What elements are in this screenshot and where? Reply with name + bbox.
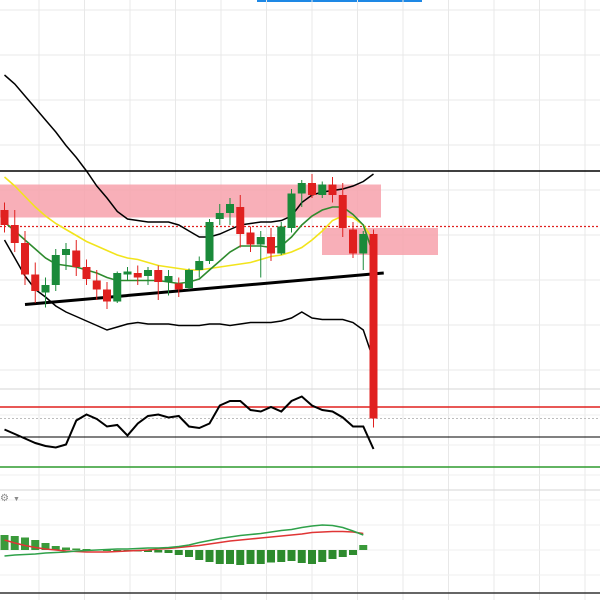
rsi-line (4, 395, 375, 450)
candle-body (31, 274, 40, 291)
candle-body (51, 255, 60, 285)
gear-icon[interactable]: ⚙ (0, 493, 9, 504)
candle-body (205, 222, 214, 261)
macd-histogram-bar (349, 550, 357, 555)
macd-histogram-bar (144, 550, 152, 552)
macd-histogram-bar (31, 540, 40, 550)
signal-line (4, 530, 364, 553)
macd-histogram-bar (359, 545, 368, 550)
candle-body (21, 243, 29, 275)
macd-histogram-bar (195, 550, 204, 560)
candle-body (246, 232, 255, 245)
candle-body (154, 270, 163, 282)
candle-body (215, 213, 224, 219)
candle-body (308, 183, 316, 195)
macd-histogram-bar (338, 550, 347, 557)
candle-body (277, 226, 286, 254)
candle-body (267, 237, 275, 254)
macd-histogram-bar (41, 543, 50, 550)
macd-histogram-bar (267, 550, 275, 563)
macd-histogram-bar (21, 537, 29, 550)
macd-histogram-bar (62, 547, 70, 550)
candle-body (226, 204, 234, 213)
candle-body (195, 261, 204, 270)
macd-histogram-bar (0, 535, 9, 550)
candle-body (297, 183, 306, 194)
candle-body (287, 193, 296, 228)
candle-body (369, 234, 378, 419)
candle-body (62, 249, 70, 255)
macd-histogram-bar (297, 550, 306, 563)
candle-body (328, 184, 337, 195)
support-trendline (24, 271, 384, 306)
candle-body (103, 289, 111, 302)
macd-histogram-bar (236, 550, 245, 565)
macd-histogram-bar (277, 550, 286, 562)
macd-histogram-bar (164, 550, 173, 553)
macd-histogram-bar (103, 550, 111, 551)
macd-line (4, 524, 364, 557)
macd-histogram-bar (82, 549, 91, 550)
candle-body (92, 280, 101, 290)
candle-body (236, 207, 245, 234)
candle-body (256, 237, 265, 245)
candle-body (338, 195, 347, 228)
macd-histogram-bar (113, 550, 122, 551)
candle-body (113, 273, 122, 302)
candle-body (82, 267, 91, 279)
candle-body (41, 285, 50, 293)
macd-histogram-bar (226, 550, 234, 564)
macd-histogram-bar (318, 550, 327, 562)
macd-histogram-bar (185, 550, 193, 557)
macd-histogram-bar (72, 548, 81, 550)
macd-histogram-bar (174, 550, 183, 555)
resistance-zone-2 (322, 228, 438, 255)
lower-band-line (3, 239, 375, 361)
macd-histogram-bar (256, 550, 265, 564)
candle-body (133, 273, 142, 278)
candle-body (164, 276, 173, 282)
candle-body (0, 210, 9, 225)
candle-body (185, 270, 193, 288)
candle-body (144, 270, 152, 276)
macd-histogram-bar (287, 550, 296, 561)
candle-body (349, 229, 357, 254)
macd-histogram-bar (246, 550, 255, 564)
macd-histogram-bar (215, 550, 224, 564)
candle-body (123, 271, 132, 275)
macd-histogram-bar (328, 550, 337, 559)
chevron-down-icon[interactable]: ▼ (13, 496, 20, 503)
candle-body (318, 184, 327, 195)
top-accent-bar (257, 0, 422, 2)
macd-histogram-bar (154, 550, 163, 553)
candle-body (174, 283, 183, 290)
candle-body (359, 234, 368, 254)
macd-histogram-bar (205, 550, 214, 562)
macd-histogram-bar (308, 550, 316, 564)
macd-histogram-bar (51, 546, 60, 550)
candle-body (10, 225, 19, 243)
candle-body (72, 250, 81, 267)
